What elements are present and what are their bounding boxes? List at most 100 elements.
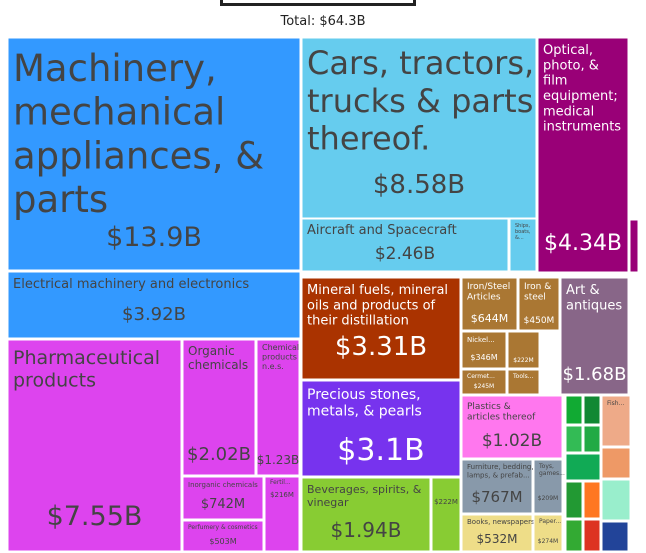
- tile-label-perfumery-cosmetics: Perfumery & cosmetics: [188, 524, 258, 531]
- tile-label-furniture-bedding-lamps-prefab: Furniture, bedding, lamps, & prefab...: [467, 463, 534, 479]
- tile-small-5[interactable]: [565, 453, 601, 481]
- tile-perfumery-cosmetics[interactable]: [182, 520, 264, 552]
- tile-small-4[interactable]: [583, 425, 601, 453]
- tile-value-cars-tractors-trucks-parts-thereof: $8.58B: [373, 170, 465, 200]
- tile-beverages-spirits-vinegar[interactable]: [301, 477, 431, 552]
- tile-aircraft-and-spacecraft[interactable]: [301, 218, 509, 272]
- tile-cermet[interactable]: [461, 369, 507, 395]
- tile-label-toys-games: Toys, games...: [538, 463, 565, 477]
- tile-tools[interactable]: [507, 369, 540, 395]
- tile-mineral-fuels-mineral-oils-and-products-of-their-distillation[interactable]: [301, 277, 461, 380]
- tile-small-9[interactable]: [583, 519, 601, 552]
- tile-value-furniture-bedding-lamps-prefab: $767M: [471, 488, 522, 506]
- tile-value-chemical-products-n-e-s: $1.23B: [257, 453, 300, 467]
- tile-art-antiques[interactable]: [560, 277, 629, 395]
- tile-label-paper: Paper...: [539, 518, 561, 525]
- tile-label-tools: Tools...: [512, 373, 534, 380]
- tile-small-11[interactable]: [601, 479, 631, 521]
- tile-small-6[interactable]: [565, 481, 583, 519]
- tile-value-art-antiques: $1.68B: [563, 364, 627, 385]
- tile-small-3[interactable]: [565, 425, 583, 453]
- tile-toys-games[interactable]: [533, 459, 563, 514]
- tile-value-organic-chemicals: $2.02B: [187, 444, 251, 465]
- tile-value-optical-photo-film-equipment-medical-instruments: $4.34B: [544, 231, 622, 256]
- tile-value-nickel: $346M: [470, 353, 497, 362]
- tile-label-nickel: Nickel...: [467, 336, 495, 344]
- tile-label-plastics-articles-thereof: Plastics & articles thereof: [467, 402, 536, 423]
- tile-machinery-mechanical-appliances-parts[interactable]: [7, 37, 301, 271]
- tile-organic-chemicals[interactable]: [182, 339, 256, 476]
- tile-label-fertil: Fertil...: [270, 479, 291, 486]
- tile-value-electrical-machinery-and-electronics: $3.92B: [122, 304, 186, 325]
- tile-label-mineral-fuels-mineral-oils-and-products-of-their-distillation: Mineral fuels, mineral oils and products …: [307, 283, 448, 329]
- tile-label-organic-chemicals: Organic chemicals: [188, 344, 248, 372]
- tile-label-cars-tractors-trucks-parts-thereof: Cars, tractors, trucks & parts thereof.: [307, 44, 534, 158]
- tile-small-10[interactable]: [601, 447, 631, 479]
- tile-label-ships-boats: Ships, boats, &...: [515, 223, 531, 241]
- tile-value-pharmaceutical-products: $7.55B: [47, 501, 143, 532]
- title-bracket: [220, 0, 416, 6]
- tile-small-15[interactable]: [627, 271, 639, 277]
- tile-books-newspapers[interactable]: [461, 514, 533, 552]
- tile-label-inorganic-chemicals: Inorganic chemicals: [188, 481, 258, 489]
- tile-value-precious-stones-metals-pearls: $3.1B: [337, 433, 424, 468]
- tile-value-machinery-mechanical-appliances-parts: $13.9B: [106, 222, 202, 253]
- tile-value-aircraft-and-spacecraft: $2.46B: [375, 244, 435, 264]
- tile-small-2[interactable]: [583, 395, 601, 425]
- tile-small-7[interactable]: [583, 481, 601, 519]
- tile-iron-steel[interactable]: [518, 277, 560, 331]
- tile-value-mineral-fuels-mineral-oils-and-products-of-their-distillation: $3.31B: [335, 332, 427, 362]
- tile-value-paper: $274M: [538, 538, 558, 545]
- tile-value-fertil: $216M: [270, 491, 294, 499]
- tile-label-beverages-spirits-vinegar: Beverages, spirits, & vinegar: [307, 483, 422, 509]
- tile-unlabeled[interactable]: [431, 477, 461, 552]
- tile-label-fish: Fish...: [607, 400, 624, 407]
- tile-iron-steel-articles[interactable]: [461, 277, 518, 331]
- total-label: Total: $64.3B: [280, 14, 366, 29]
- tile-fish[interactable]: [601, 395, 631, 447]
- tile-inorganic-chemicals[interactable]: [182, 476, 264, 520]
- tile-label-art-antiques: Art & antiques: [566, 283, 622, 313]
- tile-value-books-newspapers: $532M: [477, 532, 518, 546]
- tile-value-perfumery-cosmetics: $503M: [209, 537, 236, 546]
- tile-value-toys-games: $209M: [538, 495, 558, 502]
- tile-furniture-bedding-lamps-prefab[interactable]: [461, 459, 533, 514]
- tile-unlabeled[interactable]: [507, 331, 540, 369]
- tile-label-machinery-mechanical-appliances-parts: Machinery, mechanical appliances, & parts: [13, 47, 264, 221]
- tile-label-books-newspapers: Books, newspapers...: [467, 518, 541, 526]
- tile-precious-stones-metals-pearls[interactable]: [301, 380, 461, 477]
- tile-small-1[interactable]: [565, 395, 583, 425]
- tile-label-precious-stones-metals-pearls: Precious stones, metals, & pearls: [307, 387, 422, 420]
- tile-value-beverages-spirits-vinegar: $1.94B: [331, 518, 402, 542]
- tile-ships-boats[interactable]: [509, 218, 537, 272]
- tile-electrical-machinery-and-electronics[interactable]: [7, 271, 301, 339]
- tile-small-14[interactable]: [629, 219, 639, 273]
- tile-value-cermet: $245M: [474, 383, 494, 390]
- tile-value-inorganic-chemicals: $742M: [201, 497, 245, 512]
- tile-plastics-articles-thereof[interactable]: [461, 395, 563, 459]
- tile-small-12[interactable]: [601, 521, 631, 552]
- tile-label-cermet: Cermet...: [467, 373, 495, 380]
- tile-label-pharmaceutical-products: Pharmaceutical products: [13, 347, 160, 391]
- tile-value-plastics-articles-thereof: $1.02B: [482, 431, 542, 451]
- tile-nickel[interactable]: [461, 331, 507, 369]
- tile-label-aircraft-and-spacecraft: Aircraft and Spacecraft: [307, 223, 457, 238]
- tile-small-13[interactable]: [627, 521, 631, 552]
- tile-optical-photo-film-equipment-medical-instruments[interactable]: [537, 37, 629, 273]
- tile-fertil[interactable]: [264, 476, 300, 552]
- tile-value-unlabeled: $222M: [513, 357, 533, 364]
- tile-label-optical-photo-film-equipment-medical-instruments: Optical, photo, & film equipment; medical ins…: [543, 43, 621, 135]
- tile-chemical-products-n-e-s[interactable]: [256, 339, 300, 476]
- tile-value-iron-steel: $450M: [524, 316, 555, 326]
- tile-small-8[interactable]: [565, 519, 583, 552]
- tile-cars-tractors-trucks-parts-thereof[interactable]: [301, 37, 537, 219]
- tile-value-iron-steel-articles: $644M: [471, 312, 509, 325]
- tile-pharmaceutical-products[interactable]: [7, 339, 182, 552]
- tile-value-unlabeled: $222M: [434, 498, 458, 506]
- tile-label-iron-steel-articles: Iron/Steel Articles: [467, 282, 510, 303]
- tile-paper[interactable]: [533, 514, 563, 552]
- tile-label-chemical-products-n-e-s: Chemical products n.e.s.: [262, 343, 299, 371]
- tile-label-electrical-machinery-and-electronics: Electrical machinery and electronics: [13, 277, 249, 292]
- tile-label-iron-steel: Iron & steel: [524, 282, 551, 303]
